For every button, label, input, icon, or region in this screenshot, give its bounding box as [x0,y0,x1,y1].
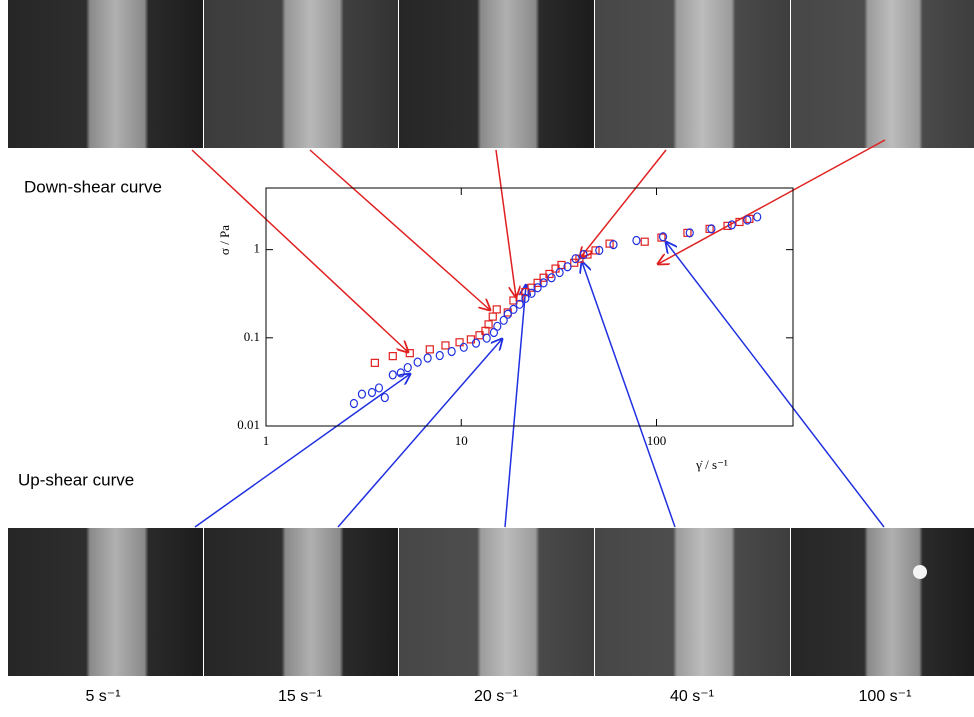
image-label: 15 s⁻¹ [278,688,322,705]
point [459,342,468,352]
point [405,349,414,358]
point [591,246,600,255]
x-tick-label: 100 [647,433,667,448]
top-images [8,0,974,148]
point [499,315,508,325]
y-tick-label: 1 [254,241,261,256]
point [515,293,524,302]
x-tick-label: 1 [263,433,270,448]
point [571,254,580,264]
y-tick-label: 0.1 [244,329,260,344]
point [745,214,754,224]
point [435,350,444,361]
point [609,240,618,250]
point [595,245,604,256]
annotation: Up-shear curve [18,470,134,489]
point [388,370,397,380]
bottom-images [8,528,974,676]
point [753,212,762,222]
point [492,305,501,314]
point [735,217,744,227]
point [533,278,542,287]
point [396,368,405,378]
point [707,224,716,234]
point [349,398,359,409]
point [447,346,456,357]
point [640,237,649,246]
point [441,341,450,350]
point [425,345,434,354]
point [475,331,484,340]
point [743,215,752,225]
point [605,239,614,248]
y-tick-label: 0.01 [237,417,260,432]
plot-frame [265,187,794,427]
point [563,262,572,272]
point [583,250,592,259]
point [482,333,491,343]
point [503,309,512,319]
point [555,267,564,278]
point [727,220,736,230]
point [471,338,481,348]
point [403,362,412,373]
point [515,299,524,309]
point [488,312,497,321]
point [466,335,475,344]
point [527,283,536,292]
point [484,320,493,329]
point [527,288,536,298]
point [493,321,502,331]
point [413,357,422,367]
point [370,358,379,367]
point [657,233,666,242]
point [380,392,389,403]
point [632,235,641,246]
point [367,387,377,398]
point [533,283,542,293]
blue-arrows [194,242,885,528]
point [357,389,367,399]
point [658,232,668,242]
red-arrows [191,139,886,352]
point [547,273,556,283]
point [388,352,397,361]
point [685,228,694,238]
point [705,224,714,233]
x-tick-label: 10 [455,433,468,448]
point [455,338,464,347]
image-label: 5 s⁻¹ [85,688,120,705]
point [521,293,530,303]
image-label: 20 s⁻¹ [474,688,518,705]
y-axis-label: σ / Pa [217,225,232,255]
point [579,249,588,260]
x-axis-label: γ̇ / s⁻¹ [695,457,728,472]
point [509,304,518,315]
point [374,383,384,393]
image-label: 40 s⁻¹ [670,688,714,705]
image-label: 100 s⁻¹ [859,688,912,705]
annotation: Down-shear curve [24,177,162,196]
point [521,287,530,297]
point [539,278,548,288]
point [423,353,432,363]
point [723,221,732,230]
